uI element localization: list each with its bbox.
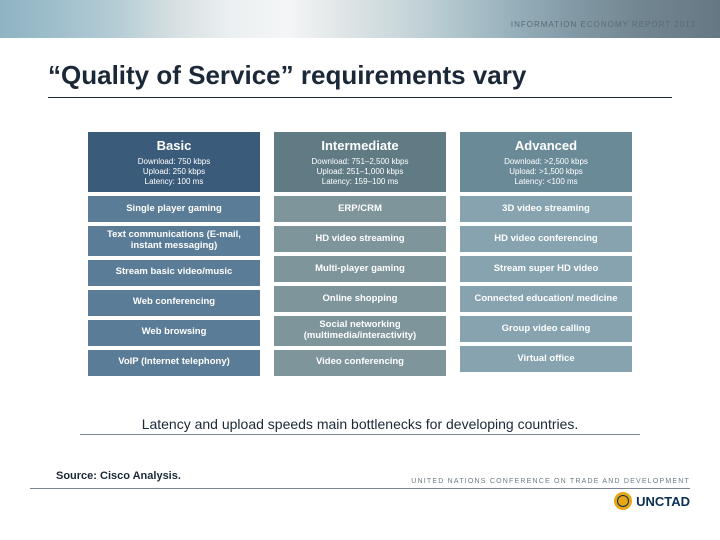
tier-spec-line: Upload: 251–1,000 kbps — [312, 167, 409, 177]
tier-spec-line: Latency: <100 ms — [504, 177, 588, 187]
tier-item: Stream super HD video — [460, 256, 632, 282]
tier-header: Intermediate Download: 751–2,500 kbpsUplo… — [274, 132, 446, 192]
tier-item: Text communications (E-mail, instant mes… — [88, 226, 260, 256]
title-rule — [48, 97, 672, 98]
tier-item: Group video calling — [460, 316, 632, 342]
footer-org-text: UNITED NATIONS CONFERENCE ON TRADE AND D… — [411, 478, 690, 485]
globe-icon — [614, 492, 632, 510]
tier-item: VoIP (Internet telephony) — [88, 350, 260, 376]
tier-item: Single player gaming — [88, 196, 260, 222]
tier-item: Virtual office — [460, 346, 632, 372]
tier-name: Advanced — [515, 139, 577, 154]
caption: Latency and upload speeds main bottlenec… — [80, 416, 640, 435]
unctad-text: UNCTAD — [636, 494, 690, 509]
tier-spec-line: Download: >2,500 kbps — [504, 157, 588, 167]
footer-org: UNITED NATIONS CONFERENCE ON TRADE AND D… — [411, 478, 690, 485]
tier-item: ERP/CRM — [274, 196, 446, 222]
tier-item: Online shopping — [274, 286, 446, 312]
tier-spec-line: Download: 751–2,500 kbps — [312, 157, 409, 167]
tier-item: Multi-player gaming — [274, 256, 446, 282]
header-band — [0, 0, 720, 38]
tier-spec-line: Latency: 100 ms — [138, 177, 211, 187]
page-title: “Quality of Service” requirements vary — [48, 60, 672, 95]
source-line: Source: Cisco Analysis. — [56, 470, 181, 482]
tier-specs: Download: 750 kbpsUpload: 250 kbpsLatenc… — [138, 157, 211, 187]
tier-item: HD video conferencing — [460, 226, 632, 252]
report-tag: INFORMATION ECONOMY REPORT 2013 — [511, 20, 696, 29]
tier-specs: Download: 751–2,500 kbpsUpload: 251–1,00… — [312, 157, 409, 187]
tier-name: Intermediate — [321, 139, 398, 154]
tier-item: HD video streaming — [274, 226, 446, 252]
qos-chart: BasicDownload: 750 kbpsUpload: 250 kbpsL… — [88, 132, 632, 376]
tier-item: Web browsing — [88, 320, 260, 346]
tier-spec-line: Download: 750 kbps — [138, 157, 211, 167]
footer-rule — [30, 488, 690, 489]
tier-item: Video conferencing — [274, 350, 446, 376]
tier-specs: Download: >2,500 kbpsUpload: >1,500 kbps… — [504, 157, 588, 187]
tier-spec-line: Upload: 250 kbps — [138, 167, 211, 177]
unctad-badge: UNCTAD — [614, 492, 690, 510]
tier-column: Advanced Download: >2,500 kbpsUpload: >1,… — [460, 132, 632, 376]
tier-item: Social networking (multimedia/interactiv… — [274, 316, 446, 346]
tier-item: 3D video streaming — [460, 196, 632, 222]
tier-header: Advanced Download: >2,500 kbpsUpload: >1,… — [460, 132, 632, 192]
title-box: “Quality of Service” requirements vary — [48, 60, 672, 98]
tier-column: Intermediate Download: 751–2,500 kbpsUplo… — [274, 132, 446, 376]
tier-spec-line: Latency: 159–100 ms — [312, 177, 409, 187]
tier-column: Basic Download: 750 kbpsUpload: 250 kbpsL… — [88, 132, 260, 376]
tier-spec-line: Upload: >1,500 kbps — [504, 167, 588, 177]
tier-item: Web conferencing — [88, 290, 260, 316]
tier-header: Basic Download: 750 kbpsUpload: 250 kbpsL… — [88, 132, 260, 192]
tier-item: Connected education/ medicine — [460, 286, 632, 312]
tier-name: Basic — [157, 139, 192, 154]
tier-item: Stream basic video/music — [88, 260, 260, 286]
